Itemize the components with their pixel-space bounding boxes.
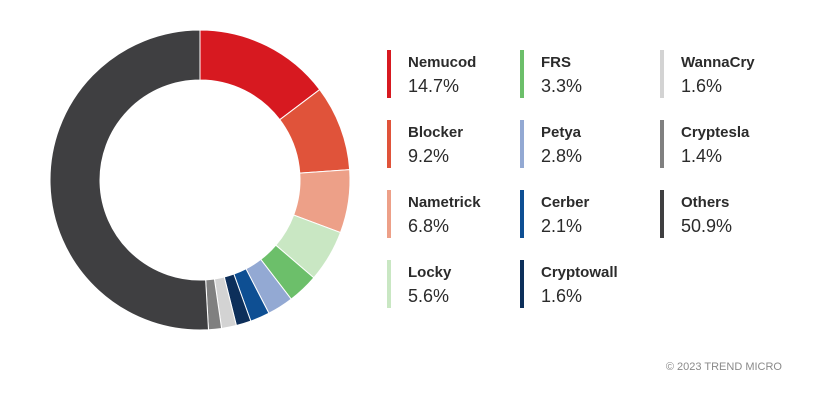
legend-swatch — [387, 120, 391, 168]
footer: © 2023 TREND MICRO — [666, 361, 783, 373]
legend-swatch — [520, 120, 524, 168]
legend-value: 9.2% — [408, 146, 449, 166]
legend-swatch — [520, 50, 524, 98]
legend-value: 14.7% — [408, 76, 459, 96]
legend-swatch — [520, 190, 524, 238]
legend-swatch — [660, 190, 664, 238]
legend-value: 5.6% — [408, 286, 449, 306]
legend-label: Cryptowall — [541, 264, 618, 281]
legend-label: Nametrick — [408, 194, 481, 211]
legend-swatch — [387, 190, 391, 238]
legend-value: 2.1% — [541, 216, 582, 236]
legend-swatch — [520, 260, 524, 308]
legend-value: 6.8% — [408, 216, 449, 236]
legend-label: Blocker — [408, 124, 463, 141]
legend-swatch — [387, 260, 391, 308]
legend-value: 1.6% — [681, 76, 722, 96]
legend-label: Cryptesla — [681, 124, 750, 141]
legend-label: Others — [681, 194, 729, 211]
legend-value: 1.6% — [541, 286, 582, 306]
donut-slice — [49, 29, 210, 331]
legend-label: WannaCry — [681, 54, 755, 71]
legend-value: 1.4% — [681, 146, 722, 166]
legend-value: 2.8% — [541, 146, 582, 166]
legend-label: Petya — [541, 124, 582, 141]
legend-value: 3.3% — [541, 76, 582, 96]
legend-label: Locky — [408, 264, 452, 281]
legend-swatch — [660, 120, 664, 168]
legend-value: 50.9% — [681, 216, 732, 236]
legend-swatch — [387, 50, 391, 98]
legend-label: FRS — [541, 54, 571, 71]
legend-label: Cerber — [541, 194, 590, 211]
legend-label: Nemucod — [408, 54, 476, 71]
legend-swatch — [660, 50, 664, 98]
